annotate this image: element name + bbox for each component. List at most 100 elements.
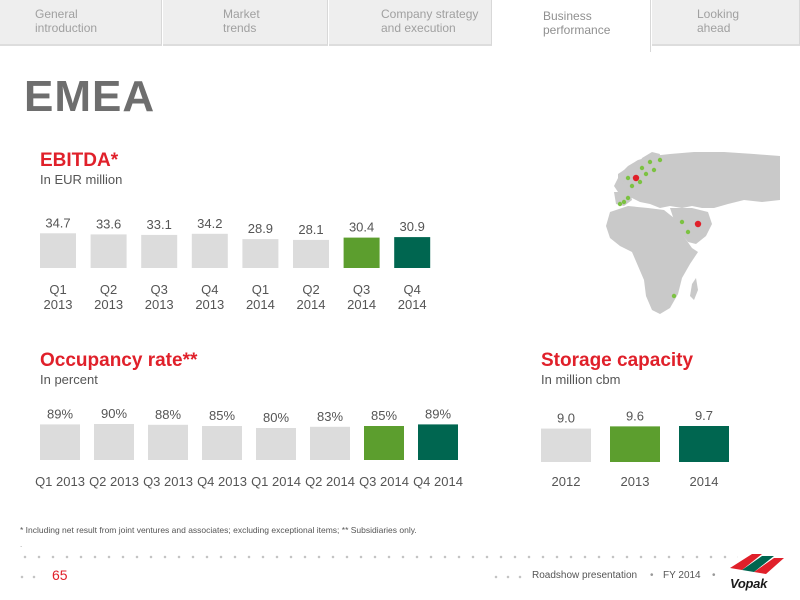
footer-period: FY 2014 — [663, 570, 701, 581]
bar — [90, 234, 127, 268]
data-label: 34.2 — [197, 216, 222, 231]
category-label: 2014 — [398, 297, 427, 312]
chart-0: 34.7Q1201333.6Q2201333.1Q3201334.2Q42013… — [40, 215, 431, 312]
terminal-dot — [625, 195, 631, 201]
terminal-dot — [625, 175, 631, 181]
terminal-dot — [679, 219, 685, 225]
bar — [141, 234, 178, 268]
bar — [40, 424, 80, 460]
vopak-logo-text: Vopak — [730, 576, 768, 591]
emea-map — [574, 148, 780, 322]
map-africa — [606, 206, 698, 314]
category-label: 2013 — [44, 297, 73, 312]
footer-label: Roadshow presentation — [532, 570, 638, 581]
terminal-dot — [671, 293, 677, 299]
tab-business-performance[interactable]: Business performance — [493, 0, 651, 52]
data-label: 30.4 — [349, 220, 374, 235]
bar — [310, 426, 350, 460]
occupancy-title: Occupancy rate** — [40, 350, 198, 371]
bar — [148, 424, 188, 460]
data-label: 90% — [101, 406, 127, 421]
category-label: 2014 — [690, 474, 719, 489]
occupancy-subtitle: In percent — [40, 372, 98, 387]
bar — [679, 426, 729, 462]
bar — [343, 237, 380, 268]
ebitda-title: EBITDA* — [40, 150, 119, 171]
category-label: 2014 — [297, 297, 326, 312]
data-label: 33.1 — [147, 217, 172, 232]
bar — [610, 426, 660, 462]
category-label: Q1 2013 — [35, 474, 85, 489]
category-label: Q4 2013 — [197, 474, 247, 489]
data-label: 88% — [155, 407, 181, 422]
tab-company-strategy[interactable]: Company strategy and execution — [329, 0, 492, 46]
category-label: 2013 — [195, 297, 224, 312]
bar-charts: 34.7Q1201333.6Q2201333.1Q3201334.2Q42013… — [35, 215, 729, 489]
map-uk — [618, 170, 626, 184]
data-label: 9.7 — [695, 408, 713, 423]
chart-1: 89% Q1 2013 90% Q2 2013 88% Q3 2013 85% Q4 2013… — [35, 406, 463, 489]
tab-looking-ahead[interactable]: Looking ahead — [652, 0, 800, 46]
chart-2: 9.0 2012 9.6 2013 9.7 2014 — [541, 408, 729, 489]
map-land — [606, 152, 780, 314]
regional-hub-dot — [694, 220, 702, 228]
data-label: 85% — [209, 408, 235, 423]
terminal-dot — [647, 159, 653, 165]
footnote-mark: . — [20, 540, 23, 549]
headquarters-dot — [632, 174, 640, 182]
data-label: 34.7 — [45, 215, 70, 230]
data-label: 89% — [47, 406, 73, 421]
category-label: Q4 — [201, 282, 218, 297]
terminal-dot — [621, 199, 627, 205]
data-label: 89% — [425, 406, 451, 421]
category-label: Q2 2014 — [305, 474, 355, 489]
terminal-dot — [651, 167, 657, 173]
footer-dotted-divider — [18, 555, 738, 559]
category-label: 2013 — [145, 297, 174, 312]
terminal-dot — [637, 179, 643, 185]
data-label: 9.0 — [557, 411, 575, 426]
category-label: Q2 2013 — [89, 474, 139, 489]
category-label: Q4 — [404, 282, 421, 297]
terminal-dot — [639, 165, 645, 171]
footnote: * Including net result from joint ventur… — [20, 525, 417, 535]
data-label: 83% — [317, 409, 343, 424]
page-title: EMEA — [24, 72, 156, 121]
footer-separator-2: • — [712, 570, 716, 581]
data-label: 28.9 — [248, 221, 273, 236]
category-label: Q3 — [353, 282, 370, 297]
vopak-logo-icon — [730, 554, 784, 574]
category-label: Q3 — [151, 282, 168, 297]
map-madagascar — [690, 278, 698, 300]
bar — [40, 233, 76, 268]
bar — [293, 239, 329, 268]
bar — [541, 428, 591, 462]
map-scandinavia — [636, 152, 660, 180]
storage-subtitle: In million cbm — [541, 372, 621, 387]
category-label: Q1 2014 — [251, 474, 301, 489]
map-arabia — [670, 208, 712, 244]
bar — [94, 424, 134, 460]
bar — [256, 428, 296, 460]
bar — [191, 233, 228, 268]
footer-dots-left — [16, 575, 40, 579]
terminal-dot — [617, 201, 623, 207]
data-label: 85% — [371, 408, 397, 423]
terminal-dot — [643, 171, 649, 177]
category-label: Q2 — [100, 282, 117, 297]
category-label: Q2 — [302, 282, 319, 297]
terminal-dot — [685, 229, 691, 235]
section-tabs: General introduction Market trends Compa… — [0, 0, 800, 52]
footer-separator: • — [650, 570, 654, 581]
terminal-dot — [629, 183, 635, 189]
tab-general-introduction[interactable]: General introduction — [0, 0, 162, 46]
data-label: 28.1 — [298, 222, 323, 237]
data-label: 33.6 — [96, 216, 121, 231]
terminal-dot — [657, 157, 663, 163]
category-label: 2014 — [246, 297, 275, 312]
tab-market-trends[interactable]: Market trends — [163, 0, 328, 46]
map-eurasia — [614, 152, 780, 208]
bar — [202, 426, 242, 460]
ebitda-subtitle: In EUR million — [40, 172, 123, 187]
footer-dots-right — [490, 575, 526, 579]
